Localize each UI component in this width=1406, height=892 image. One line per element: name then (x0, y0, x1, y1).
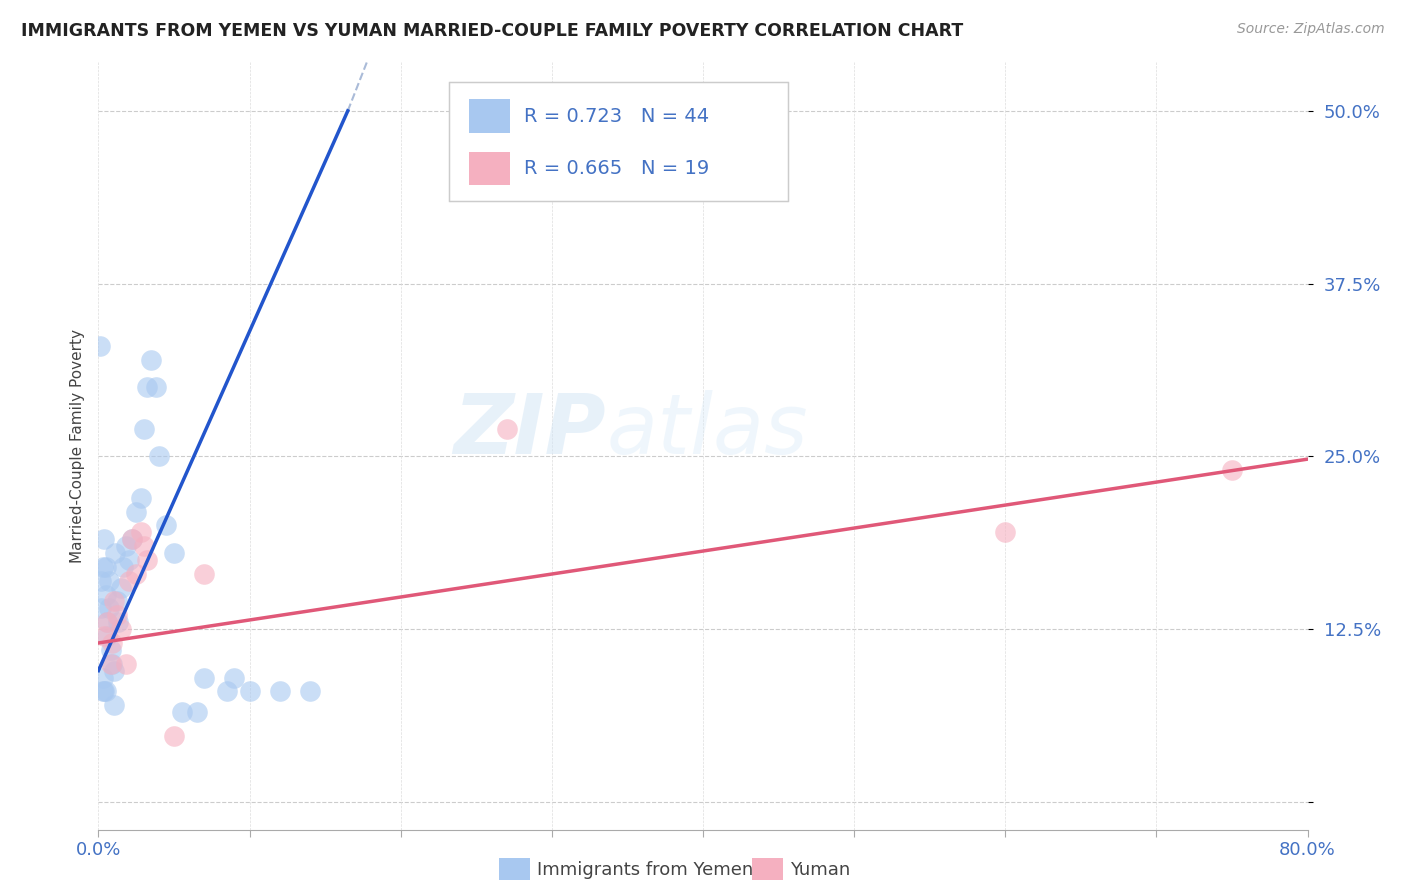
Point (132, 539, 155, 553)
Point (141, 352, 163, 367)
Point (125, 566, 148, 581)
Point (90, 601, 112, 615)
Point (495, 422, 517, 436)
Point (145, 380, 167, 394)
Point (299, 684, 322, 698)
Point (125, 505, 148, 519)
Point (98, 601, 121, 615)
Point (103, 664, 125, 678)
Point (121, 533, 143, 547)
Point (98, 574, 121, 588)
Point (111, 560, 134, 574)
Point (96, 615, 118, 630)
Text: Immigrants from Yemen: Immigrants from Yemen (537, 861, 754, 879)
Point (215, 684, 238, 698)
Point (93, 629, 115, 643)
Point (103, 698, 125, 713)
Point (101, 636, 124, 650)
Point (114, 657, 136, 671)
Point (129, 491, 152, 505)
Point (155, 518, 177, 533)
Point (100, 657, 122, 671)
Point (121, 533, 143, 547)
Point (107, 615, 129, 630)
Point (148, 450, 170, 464)
Y-axis label: Married-Couple Family Poverty: Married-Couple Family Poverty (69, 329, 84, 563)
Point (105, 594, 128, 608)
Point (100, 643, 122, 657)
Point (132, 422, 155, 436)
Point (91, 684, 114, 698)
Point (89, 339, 111, 353)
Point (101, 657, 124, 671)
Point (224, 671, 246, 685)
Text: Source: ZipAtlas.com: Source: ZipAtlas.com (1237, 22, 1385, 37)
Point (110, 581, 132, 595)
Point (94, 684, 117, 698)
Text: IMMIGRANTS FROM YEMEN VS YUMAN MARRIED-COUPLE FAMILY POVERTY CORRELATION CHART: IMMIGRANTS FROM YEMEN VS YUMAN MARRIED-C… (21, 22, 963, 40)
Point (135, 380, 157, 394)
Point (91, 671, 114, 685)
Point (114, 539, 136, 553)
Text: atlas: atlas (606, 390, 808, 471)
Point (193, 671, 215, 685)
Point (90, 574, 112, 588)
Point (163, 546, 186, 560)
Text: Yuman: Yuman (790, 861, 851, 879)
Point (170, 705, 193, 719)
Point (163, 729, 186, 743)
Point (96, 629, 118, 643)
Point (96, 615, 118, 630)
Point (135, 553, 157, 567)
Point (103, 594, 125, 608)
Point (110, 622, 132, 636)
Point (93, 533, 115, 547)
Point (269, 684, 291, 698)
Point (186, 705, 208, 719)
Point (118, 553, 141, 567)
Point (105, 608, 128, 623)
Text: ZIP: ZIP (454, 390, 606, 471)
Point (94, 560, 117, 574)
Point (1220, 463, 1243, 477)
Point (994, 525, 1017, 540)
Point (94, 588, 117, 602)
Point (118, 574, 141, 588)
Point (93, 684, 115, 698)
Point (129, 525, 152, 540)
Point (239, 684, 262, 698)
Point (91, 560, 114, 574)
Point (193, 566, 215, 581)
Point (104, 546, 127, 560)
